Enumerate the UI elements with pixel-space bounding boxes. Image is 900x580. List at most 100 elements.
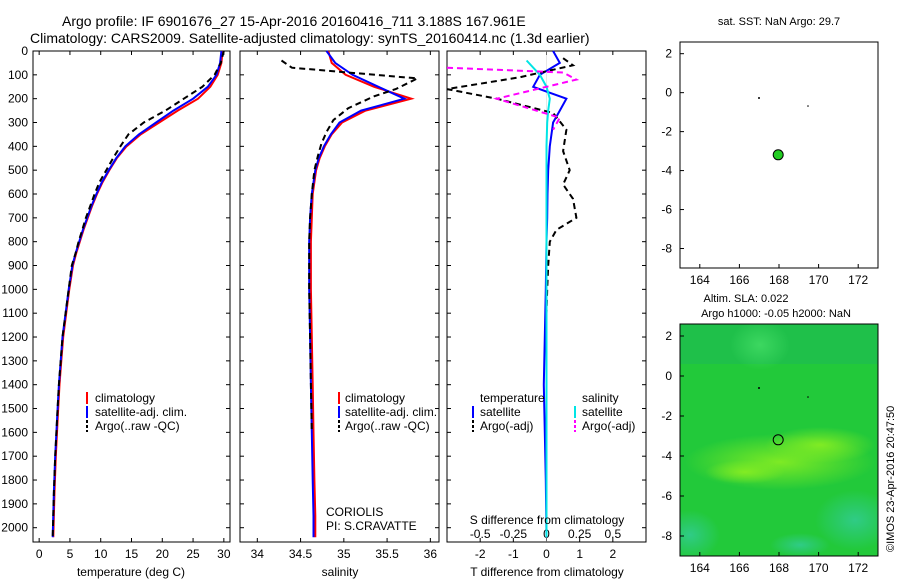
imos-credit: ©IMOS 23-Apr-2016 20:47:50 [885, 406, 897, 552]
map-y-tick-label: 0 [665, 369, 672, 383]
y-tick-label: 400 [8, 139, 28, 153]
institution-label: CORIOLIS [326, 505, 383, 519]
y-tick-label: 1200 [1, 330, 28, 344]
y-tick-label: 900 [8, 259, 28, 273]
map-y-tick-label: -4 [661, 449, 672, 463]
x2-tick-label: 0.5 [604, 527, 621, 541]
series-line-t-satellite [531, 50, 568, 538]
x-tick-label: 2 [609, 547, 616, 561]
series-line-argo-raw-qc- [51, 50, 225, 538]
x-tick-label: 10 [94, 547, 108, 561]
y-tick-label: 1300 [1, 354, 28, 368]
data-series [51, 50, 580, 538]
difference-legend: temperature salinity satellite Argo(-adj… [472, 391, 635, 433]
x-tick-label: 36 [424, 547, 438, 561]
map-speck [807, 396, 809, 398]
map-x-tick-label: 168 [769, 561, 789, 575]
series-line-s-argo-adj- [446, 66, 580, 131]
height-label: Argo h1000: -0.05 h2000: NaN [701, 308, 851, 320]
y-tick-label: 600 [8, 187, 28, 201]
salinity-panel [239, 50, 440, 543]
map-speck [758, 387, 760, 389]
temperature-panel [32, 50, 231, 543]
series-line-satellite-adj-clim- [308, 50, 408, 538]
salinity-xlabel: salinity [322, 565, 359, 579]
y-tick-label: 100 [8, 68, 28, 82]
x-tick-label: 0 [36, 547, 43, 561]
series-line-satellite-adj-clim- [51, 50, 223, 538]
legend-label-t-argo: Argo(-adj) [480, 419, 533, 433]
x-tick-label: 25 [186, 547, 200, 561]
x-tick-label: 5 [67, 547, 74, 561]
salinity-legend: climatology satellite-adj. clim. Argo(..… [338, 391, 437, 433]
legend-label-argo: Argo(..raw -QC) [95, 419, 180, 433]
x-tick-label: 15 [125, 547, 139, 561]
x2-tick-label: -0.5 [470, 527, 491, 541]
legend-label-climatology: climatology [95, 391, 155, 405]
pi-label: PI: S.CRAVATTE [326, 519, 417, 533]
y-tick-label: 800 [8, 235, 28, 249]
legend-header-salinity: salinity [582, 391, 619, 405]
map-y-tick-label: -6 [661, 489, 672, 503]
title-line-1: Argo profile: IF 6901676_27 15-Apr-2016 … [62, 13, 526, 29]
map-x-tick-label: 164 [690, 561, 710, 575]
x-tick-label: 0 [543, 547, 550, 561]
map-speck [758, 97, 760, 99]
legend-label-satellite: satellite-adj. clim. [345, 405, 437, 419]
x-tick-label: -2 [475, 547, 486, 561]
x-tick-label: 34 [251, 547, 265, 561]
map-x-tick-label: 172 [848, 273, 868, 287]
x-tick-label: 20 [156, 547, 170, 561]
series-line-t-argo-adj- [446, 57, 578, 314]
float-position-marker [772, 149, 784, 161]
difference-xlabel: T difference from climatology [470, 565, 624, 579]
map-y-tick-label: -8 [661, 529, 672, 543]
legend-label-argo: Argo(..raw -QC) [345, 419, 430, 433]
y-tick-label: 1900 [1, 497, 28, 511]
temperature-legend: climatology satellite-adj. clim. Argo(..… [86, 391, 187, 433]
y-tick-label: 500 [8, 163, 28, 177]
y-tick-label: 300 [8, 116, 28, 130]
series-line-argo-raw-qc- [280, 59, 422, 433]
x2-tick-label: -0.25 [500, 527, 528, 541]
legend-label-s-satellite: satellite [582, 405, 623, 419]
map-y-tick-label: 2 [665, 329, 672, 343]
x2-tick-label: 0.25 [568, 527, 592, 541]
map-x-tick-label: 170 [809, 561, 829, 575]
y-tick-label: 1700 [1, 449, 28, 463]
sst-label: sat. SST: NaN Argo: 29.7 [718, 16, 840, 28]
title-line-2: Climatology: CARS2009. Satellite-adjuste… [30, 30, 590, 46]
y-tick-label: 1600 [1, 425, 28, 439]
map-x-tick-label: 166 [729, 561, 749, 575]
legend-label-satellite: satellite-adj. clim. [95, 405, 187, 419]
map-x-tick-label: 166 [729, 273, 749, 287]
map-x-tick-label: 170 [809, 273, 829, 287]
map-x-tick-label: 164 [690, 273, 710, 287]
series-line-climatology [309, 50, 415, 538]
map-speck [807, 105, 809, 107]
series-line-s-satellite [525, 59, 551, 538]
x-tick-label: 35 [337, 547, 351, 561]
legend-label-t-satellite: satellite [480, 405, 521, 419]
y-tick-label: 200 [8, 92, 28, 106]
legend-header-temperature: temperature [480, 391, 545, 405]
map-x-tick-label: 172 [848, 561, 868, 575]
map-y-tick-label: 0 [665, 86, 672, 100]
y-tick-label: 1800 [1, 473, 28, 487]
temperature-xlabel: temperature (deg C) [77, 565, 185, 579]
x-tick-label: 35.5 [375, 547, 399, 561]
map-y-tick-label: -8 [661, 242, 672, 256]
map-y-tick-label: 2 [665, 47, 672, 61]
x-tick-label: 30 [217, 547, 231, 561]
float-position-marker-sla [772, 434, 784, 446]
map-x-tick-label: 168 [769, 273, 789, 287]
legend-label-s-argo: Argo(-adj) [582, 419, 635, 433]
y-tick-label: 1100 [2, 306, 28, 320]
y-tick-label: 1000 [1, 282, 28, 296]
y-tick-label: 2000 [1, 521, 28, 535]
series-line-climatology [52, 50, 224, 538]
map-y-tick-label: -2 [661, 409, 672, 423]
difference-x2label: S difference from climatology [470, 513, 625, 527]
legend-label-climatology: climatology [345, 391, 405, 405]
